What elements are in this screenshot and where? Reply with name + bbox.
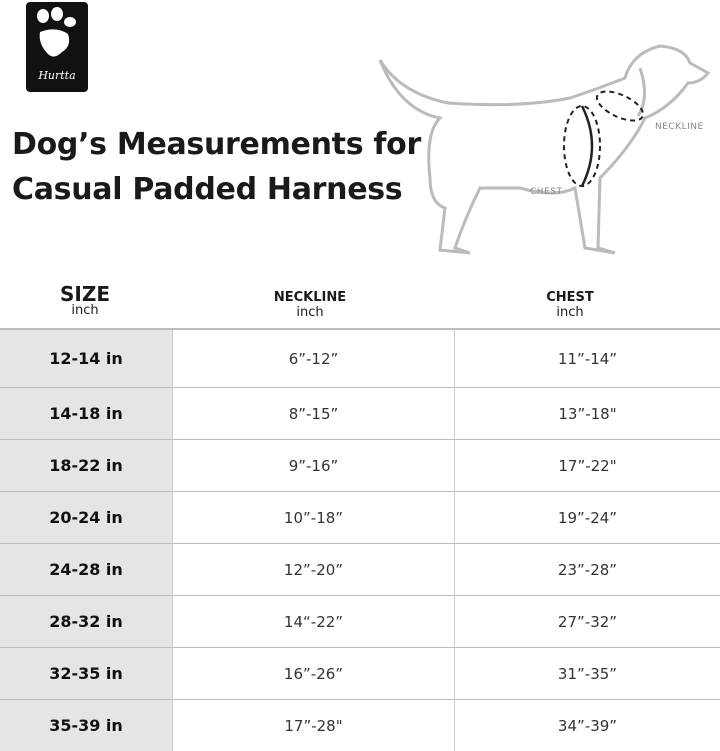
neckline-cell: 14“-22” (173, 596, 455, 648)
chest-cell: 13”-18" (455, 388, 720, 440)
header-sub: inch (490, 305, 650, 320)
neckline-cell: 9”-16” (173, 440, 455, 492)
dog-illustration (370, 38, 715, 263)
logo-text: Hurtta (26, 69, 88, 82)
size-cell: 18-22 in (0, 440, 173, 492)
paw-icon (26, 2, 88, 72)
header-main: CHEST (490, 290, 650, 305)
header-main: NECKLINE (230, 290, 390, 305)
chest-cell: 17”-22" (455, 440, 720, 492)
neckline-cell: 8”-15” (173, 388, 455, 440)
neckline-cell: 10”-18” (173, 492, 455, 544)
hurtta-logo: Hurtta (26, 2, 88, 92)
title-line-2: Casual Padded Harness (12, 167, 421, 212)
header-chest: CHEST inch (490, 290, 650, 320)
size-cell: 32-35 in (0, 648, 173, 700)
chest-cell: 11”-14” (455, 329, 720, 388)
page-title: Dog’s Measurements for Casual Padded Har… (12, 122, 421, 212)
chest-cell: 27”-32” (455, 596, 720, 648)
header-size: SIZE inch (30, 282, 140, 318)
size-cell: 24-28 in (0, 544, 173, 596)
chest-cell: 34”-39” (455, 700, 720, 751)
title-line-1: Dog’s Measurements for (12, 122, 421, 167)
neckline-cell: 6”-12” (173, 329, 455, 388)
header-sub: inch (230, 305, 390, 320)
size-cell: 20-24 in (0, 492, 173, 544)
chest-cell: 19”-24” (455, 492, 720, 544)
chest-cell: 31”-35” (455, 648, 720, 700)
neckline-cell: 17”-28" (173, 700, 455, 751)
neckline-cell: 12”-20” (173, 544, 455, 596)
header-neckline: NECKLINE inch (230, 290, 390, 320)
size-cell: 12-14 in (0, 329, 173, 388)
size-cell: 14-18 in (0, 388, 173, 440)
neckline-label: NECKLINE (655, 122, 704, 132)
header-sub: inch (30, 303, 140, 318)
chest-label: CHEST (530, 187, 562, 197)
chest-cell: 23”-28” (455, 544, 720, 596)
size-cell: 28-32 in (0, 596, 173, 648)
neckline-cell: 16”-26” (173, 648, 455, 700)
size-cell: 35-39 in (0, 700, 173, 751)
